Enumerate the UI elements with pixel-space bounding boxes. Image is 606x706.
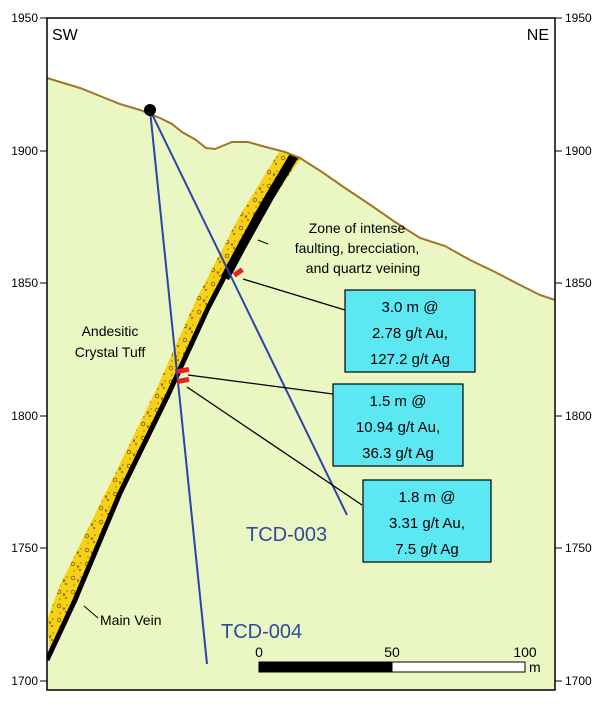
right-tick-1800: 1800 [565, 409, 592, 423]
intercept-callout-1: 3.0 m @ 2.78 g/t Au, 127.2 g/t Ag [344, 289, 476, 373]
main-vein-line-top [221, 153, 298, 281]
intercept-mark-1 [232, 267, 244, 278]
intercept-callout-3: 1.8 m @ 3.31 g/t Au, 7.5 g/t Ag [362, 479, 492, 563]
left-tick-1700: 1700 [11, 674, 38, 688]
right-tick-1900: 1900 [565, 144, 592, 158]
intercept-2-line-2: 10.94 g/t Au, [356, 419, 440, 436]
left-tick-1800: 1800 [11, 409, 38, 423]
leader-line-zone [257, 239, 269, 245]
intercept-mark-3 [176, 376, 190, 384]
intercept-2-line-1: 1.5 m @ [370, 393, 427, 410]
zone-label-line-3: and quartz veining [306, 260, 420, 276]
scale-label-0: 0 [255, 644, 263, 660]
right-tick-1850: 1850 [565, 276, 592, 290]
intercept-1-line-1: 3.0 m @ [382, 299, 439, 316]
leader-line-3 [186, 386, 363, 506]
right-tick-1950: 1950 [565, 11, 592, 25]
topography-line [46, 77, 556, 301]
right-elevation-axis: 1950 1900 1850 1800 1750 1700 [555, 11, 592, 688]
intercept-3-line-2: 3.31 g/t Au, [389, 515, 465, 532]
intercept-callout-2: 1.5 m @ 10.94 g/t Au, 36.3 g/t Ag [332, 383, 464, 467]
plot-frame-border [46, 17, 556, 691]
main-vein-leader [83, 605, 99, 619]
scale-bar: 0 50 100 m [255, 644, 541, 675]
direction-ne-label: NE [527, 27, 549, 44]
left-tick-1850: 1850 [11, 276, 38, 290]
main-vein-label: Main Vein [100, 612, 161, 628]
intercept-3-line-3: 7.5 g/t Ag [395, 541, 458, 558]
left-tick-1950: 1950 [11, 11, 38, 25]
left-elevation-axis: 1950 1900 1850 1800 1750 1700 [11, 11, 47, 688]
zone-label-line-2: faulting, brecciation, [295, 240, 420, 256]
intercept-1-line-2: 2.78 g/t Au, [372, 325, 448, 342]
leader-line-1 [242, 278, 346, 311]
drillhole-tcd-003-label: TCD-003 [246, 524, 327, 546]
right-tick-1750: 1750 [565, 541, 592, 555]
leader-line-2 [187, 374, 334, 395]
zone-label-line-1: Zone of intense [309, 220, 406, 236]
right-tick-1700: 1700 [565, 674, 592, 688]
scale-label-100: 100 [513, 644, 537, 660]
scale-label-50: 50 [384, 644, 400, 660]
drillhole-tcd-003-trace [149, 109, 348, 516]
intercept-2-line-3: 36.3 g/t Ag [362, 445, 434, 462]
drill-collar-marker [144, 104, 156, 116]
scale-unit-label: m [529, 659, 541, 675]
drillhole-tcd-004-trace [149, 109, 208, 665]
intercept-1-line-3: 127.2 g/t Ag [370, 351, 450, 368]
drillhole-tcd-004-label: TCD-004 [221, 621, 302, 643]
left-tick-1900: 1900 [11, 144, 38, 158]
intercept-mark-2 [176, 366, 190, 374]
lithology-label-line-1: Andesitic [82, 323, 139, 339]
intercept-3-line-1: 1.8 m @ [399, 489, 456, 506]
left-tick-1750: 1750 [11, 541, 38, 555]
lithology-label-line-2: Crystal Tuff [75, 344, 146, 360]
direction-sw-label: SW [52, 27, 79, 44]
